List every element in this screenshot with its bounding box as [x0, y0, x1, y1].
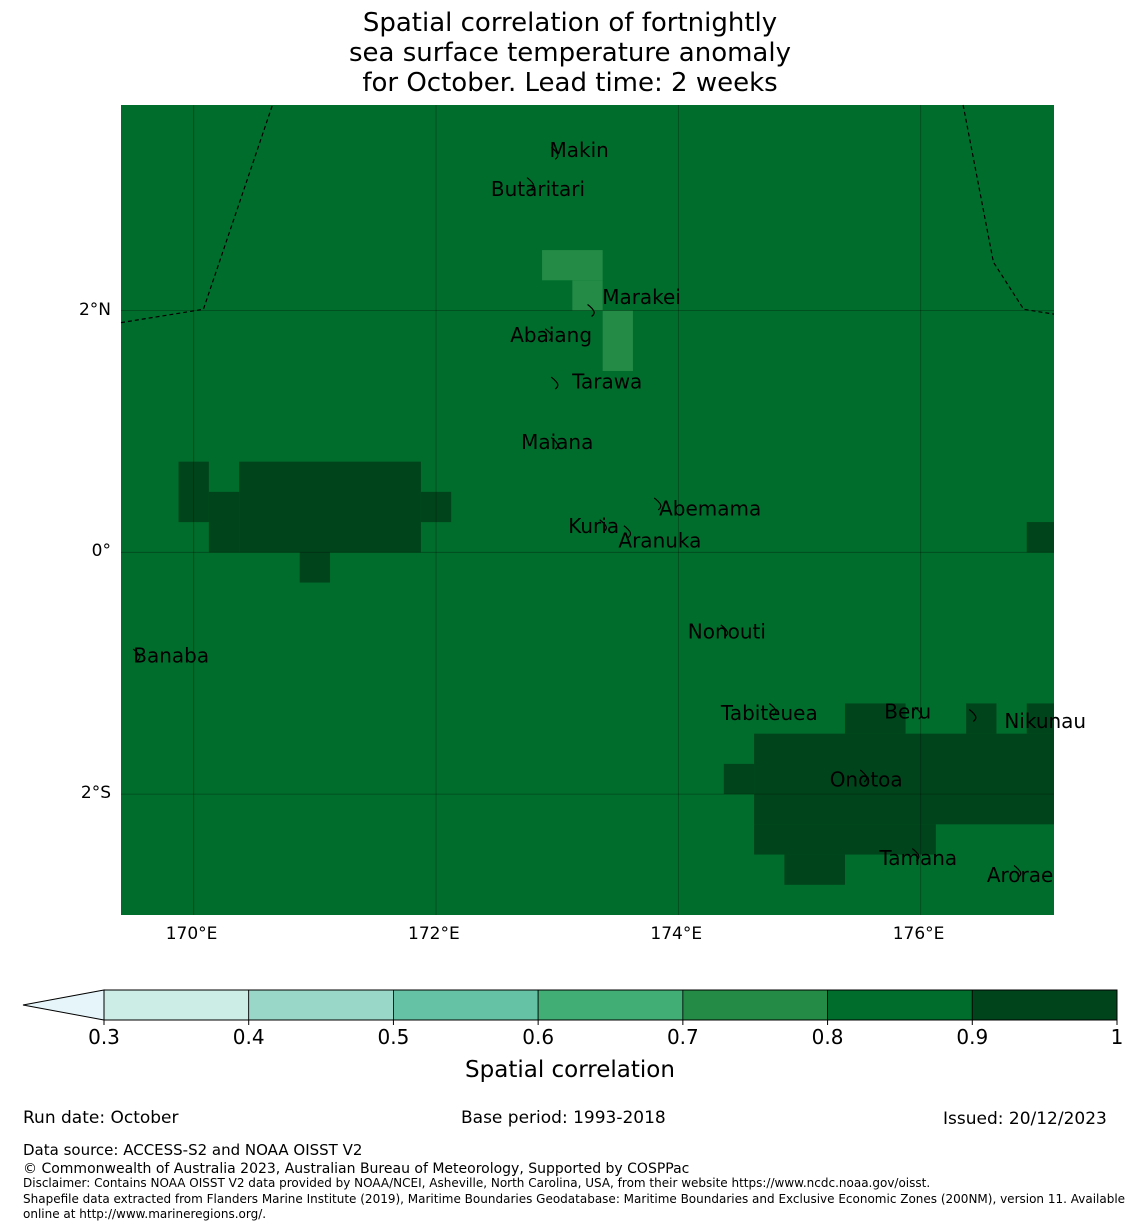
correlation-cell	[966, 703, 997, 734]
colorbar-frame	[103, 989, 1118, 1021]
correlation-cell	[239, 461, 421, 553]
island-coastline	[623, 525, 632, 539]
correlation-cell	[208, 491, 240, 553]
island-coastline	[526, 177, 535, 191]
island-label: Kuria	[568, 514, 619, 538]
colorbar-segment	[103, 989, 250, 1021]
map-plot-area: Makin Butaritari Marakei Abaiang Tarawa Maian…	[120, 104, 1086, 915]
island-label: Tarawa	[571, 370, 642, 394]
island-label: Nikunau	[1004, 709, 1086, 733]
island-label: Onotoa	[830, 767, 903, 791]
issued-date: Issued: 20/12/2023	[943, 1109, 1107, 1129]
map-figure: Makin Butaritari Marakei Abaiang Tarawa Maian…	[22, 104, 1124, 1083]
title-line-3: for October. Lead time: 2 weeks	[362, 68, 778, 98]
colorbar-tick-label: 0.7	[667, 1025, 699, 1049]
correlation-cell	[420, 491, 452, 523]
copyright: © Commonwealth of Australia 2023, Austra…	[23, 1161, 690, 1177]
y-tick-label: 2°N	[78, 299, 111, 320]
island-label: Arorae	[987, 863, 1053, 887]
island-label: Abaiang	[510, 323, 592, 347]
island-label: Tabiteuea	[720, 701, 818, 725]
island-coastline	[653, 497, 662, 511]
island-coastline	[914, 706, 922, 720]
island-coastline	[859, 769, 868, 783]
correlation-cell	[754, 733, 1054, 795]
island-coastline	[132, 648, 141, 662]
colorbar-segment	[827, 989, 973, 1021]
shapefile-credit-line-1: Shapefile data extracted from Flanders M…	[23, 1192, 1126, 1206]
shapefile-credit-line-2: online at http://www.marineregions.org/.	[23, 1207, 267, 1221]
colorbar-tick-label: 0.8	[812, 1025, 844, 1049]
island-label: Makin	[550, 138, 609, 162]
colorbar-segment	[537, 989, 684, 1021]
island-coastline	[720, 624, 729, 638]
correlation-cell	[542, 250, 603, 281]
colorbar-tick-label: 0.5	[378, 1025, 410, 1049]
colorbar-tick-label: 1	[1111, 1025, 1124, 1049]
x-tick-label: 176°E	[892, 924, 945, 944]
correlation-cell	[1026, 522, 1054, 553]
correlation-cell	[784, 854, 845, 885]
island-coastline	[599, 519, 607, 533]
colorbar-segment	[682, 989, 828, 1021]
island-coastline	[550, 146, 559, 160]
island-coastline	[550, 376, 559, 390]
x-tick-label: 172°E	[408, 924, 460, 944]
island-label: Nonouti	[688, 619, 766, 643]
colorbar: 0.3 0.4 0.5 0.6 0.7 0.8 0.9 1 Spatial correlatio…	[22, 989, 1124, 1083]
island-coastline	[544, 328, 553, 342]
correlation-cell	[1026, 703, 1054, 734]
correlation-cell	[844, 703, 906, 734]
correlation-cell	[572, 280, 603, 311]
base-period: Base period: 1993-2018	[461, 1108, 666, 1128]
colorbar-tick-label: 0.3	[88, 1025, 120, 1049]
island-coastline	[768, 702, 777, 716]
island-label: Abemama	[659, 496, 761, 520]
island-label: Aranuka	[618, 528, 701, 552]
island-label: Marakei	[602, 285, 681, 309]
colorbar-tick-label: 0.4	[233, 1025, 265, 1049]
x-tick-label: 170°E	[165, 924, 218, 944]
colorbar-segment	[971, 989, 1118, 1021]
colorbar-title: Spatial correlation	[465, 1057, 675, 1083]
island-label: Beru	[884, 700, 931, 724]
correlation-cell	[723, 763, 755, 795]
correlation-cell	[754, 794, 1054, 825]
island-coastline	[550, 437, 559, 450]
run-date: Run date: October	[23, 1108, 179, 1128]
island-coastline	[587, 304, 595, 318]
island-label: Butaritari	[491, 177, 585, 201]
eez-boundary	[962, 104, 1055, 315]
title-line-1: Spatial correlation of fortnightly	[362, 8, 778, 38]
island-label: Tamana	[878, 846, 957, 870]
y-tick-label: 2°S	[80, 783, 111, 804]
colorbar-extend-arrow	[22, 989, 105, 1021]
island-coastline	[911, 848, 920, 862]
y-tick-label: 0°	[91, 541, 111, 562]
correlation-cell	[602, 310, 633, 371]
colorbar-tick-label: 0.6	[522, 1025, 554, 1049]
x-tick-label: 174°E	[650, 924, 703, 944]
correlation-cell	[299, 552, 331, 583]
correlation-cell	[178, 461, 209, 523]
colorbar-tick-label: 0.9	[956, 1025, 988, 1049]
disclaimer: Disclaimer: Contains NOAA OISST V2 data …	[23, 1176, 931, 1190]
eez-boundary	[120, 104, 274, 324]
island-label: Banaba	[133, 644, 209, 668]
title-line-2: sea surface temperature anomaly	[349, 38, 791, 68]
colorbar-segment	[248, 989, 394, 1021]
correlation-cell	[754, 824, 936, 855]
island-coastline	[968, 709, 977, 723]
island-label: Maiana	[521, 430, 593, 454]
island-coastline	[1013, 864, 1022, 878]
colorbar-segment	[393, 989, 539, 1021]
data-source: Data source: ACCESS-S2 and NOAA OISST V2	[23, 1141, 363, 1159]
